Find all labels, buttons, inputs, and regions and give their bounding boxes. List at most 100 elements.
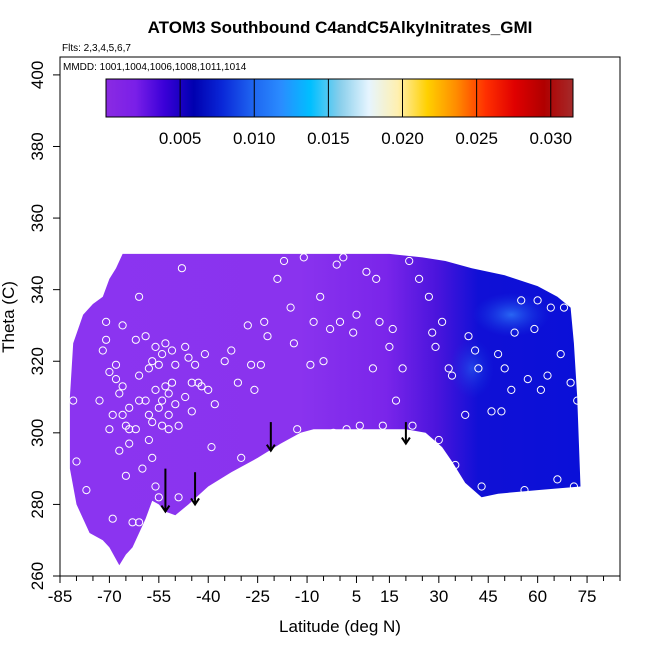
observation-point — [368, 364, 377, 373]
observation-point — [349, 328, 358, 337]
x-tick-label: 5 — [352, 587, 361, 606]
observation-point — [237, 453, 246, 462]
arrow-marker — [401, 422, 411, 446]
observation-point — [148, 418, 157, 427]
observation-point — [72, 457, 81, 466]
observation-point — [197, 382, 206, 391]
observation-point — [141, 332, 150, 341]
observation-point — [378, 421, 387, 430]
observation-point — [161, 382, 170, 391]
y-tick-label: 340 — [28, 275, 47, 303]
observation-point — [247, 360, 256, 369]
observation-point — [158, 396, 167, 405]
y-tick-label: 320 — [28, 347, 47, 375]
observation-point — [471, 346, 480, 355]
observation-point — [171, 400, 180, 409]
x-tick-label: -55 — [147, 587, 172, 606]
observation-point — [319, 357, 328, 366]
observation-point — [385, 342, 394, 351]
observation-point — [289, 339, 298, 348]
colorbar-tick-label: 0.030 — [529, 129, 572, 148]
observation-point — [118, 410, 127, 419]
observation-point — [98, 346, 107, 355]
observation-point — [520, 486, 529, 495]
observation-point — [105, 367, 114, 377]
observation-point — [434, 435, 443, 445]
observation-point — [546, 303, 555, 312]
x-tick-label: 15 — [380, 587, 399, 606]
observation-point — [461, 410, 470, 419]
observation-point — [161, 339, 170, 348]
observation-point — [154, 493, 163, 502]
colorbar-tick-label: 0.020 — [381, 129, 424, 148]
x-tick-label: -85 — [48, 587, 73, 606]
colorbar-tick-label: 0.010 — [233, 129, 276, 148]
x-axis: -85 -70 -55 -40 -25 -10 5 15 30 45 60 75 — [48, 576, 621, 606]
colorbar-fill — [105, 78, 574, 118]
observation-point — [144, 410, 153, 419]
observation-point — [227, 346, 236, 355]
observation-point — [398, 364, 407, 373]
observation-point — [135, 292, 144, 301]
observation-point — [144, 364, 153, 373]
observation-point — [187, 378, 196, 387]
observation-point — [108, 514, 117, 523]
observation-point — [125, 403, 134, 412]
dates-note: MMDD: 1001,1004,1006,1008,1011,1014 — [63, 62, 247, 73]
observation-point — [536, 385, 546, 394]
observation-point — [408, 421, 417, 430]
observation-point — [154, 403, 163, 412]
observation-point — [329, 428, 338, 437]
observation-point — [181, 392, 190, 402]
observation-point — [375, 317, 384, 326]
observation-point — [451, 460, 460, 470]
observation-point — [428, 328, 437, 337]
observation-point — [543, 371, 552, 380]
observation-point — [191, 360, 200, 369]
chart-title: ATOM3 Southbound C4andC5AlkyInitrates_GM… — [148, 18, 533, 37]
observation-point — [517, 296, 526, 305]
observation-point — [510, 328, 519, 337]
observation-point — [391, 396, 401, 405]
observation-point — [154, 360, 163, 369]
observation-point — [111, 375, 121, 384]
observation-point — [204, 385, 213, 394]
observation-point — [135, 518, 144, 527]
heatmap-domain — [69, 253, 581, 566]
observation-point — [148, 357, 157, 366]
x-tick-label: -70 — [97, 587, 122, 606]
observation-point — [273, 274, 282, 283]
observation-point — [569, 482, 579, 491]
observation-point — [355, 421, 364, 430]
arrow-marker — [265, 422, 276, 453]
observation-point — [431, 342, 440, 351]
observation-point — [263, 332, 272, 341]
observation-point — [339, 253, 348, 262]
observation-point — [559, 303, 569, 312]
observation-point — [174, 421, 183, 430]
observation-point — [151, 385, 160, 394]
arrow-markers — [160, 422, 411, 514]
observation-point — [250, 385, 259, 394]
observation-point — [167, 378, 177, 387]
observation-point — [530, 324, 539, 334]
observation-point — [372, 274, 381, 283]
observation-point — [326, 324, 335, 334]
observation-point — [500, 364, 509, 373]
observation-point — [151, 342, 160, 351]
heatmap-field — [69, 253, 581, 566]
observation-point — [507, 385, 516, 394]
observation-point — [405, 256, 414, 266]
observation-point — [332, 260, 341, 269]
y-tick-label: 300 — [28, 419, 47, 447]
observation-point — [69, 396, 78, 405]
observation-point — [144, 435, 153, 445]
observation-point — [474, 364, 483, 373]
observation-point — [487, 407, 496, 416]
y-tick-label: 280 — [28, 490, 47, 518]
observation-point — [444, 364, 453, 373]
observation-point — [260, 317, 269, 326]
observation-point — [141, 396, 150, 405]
observation-point — [352, 310, 361, 319]
